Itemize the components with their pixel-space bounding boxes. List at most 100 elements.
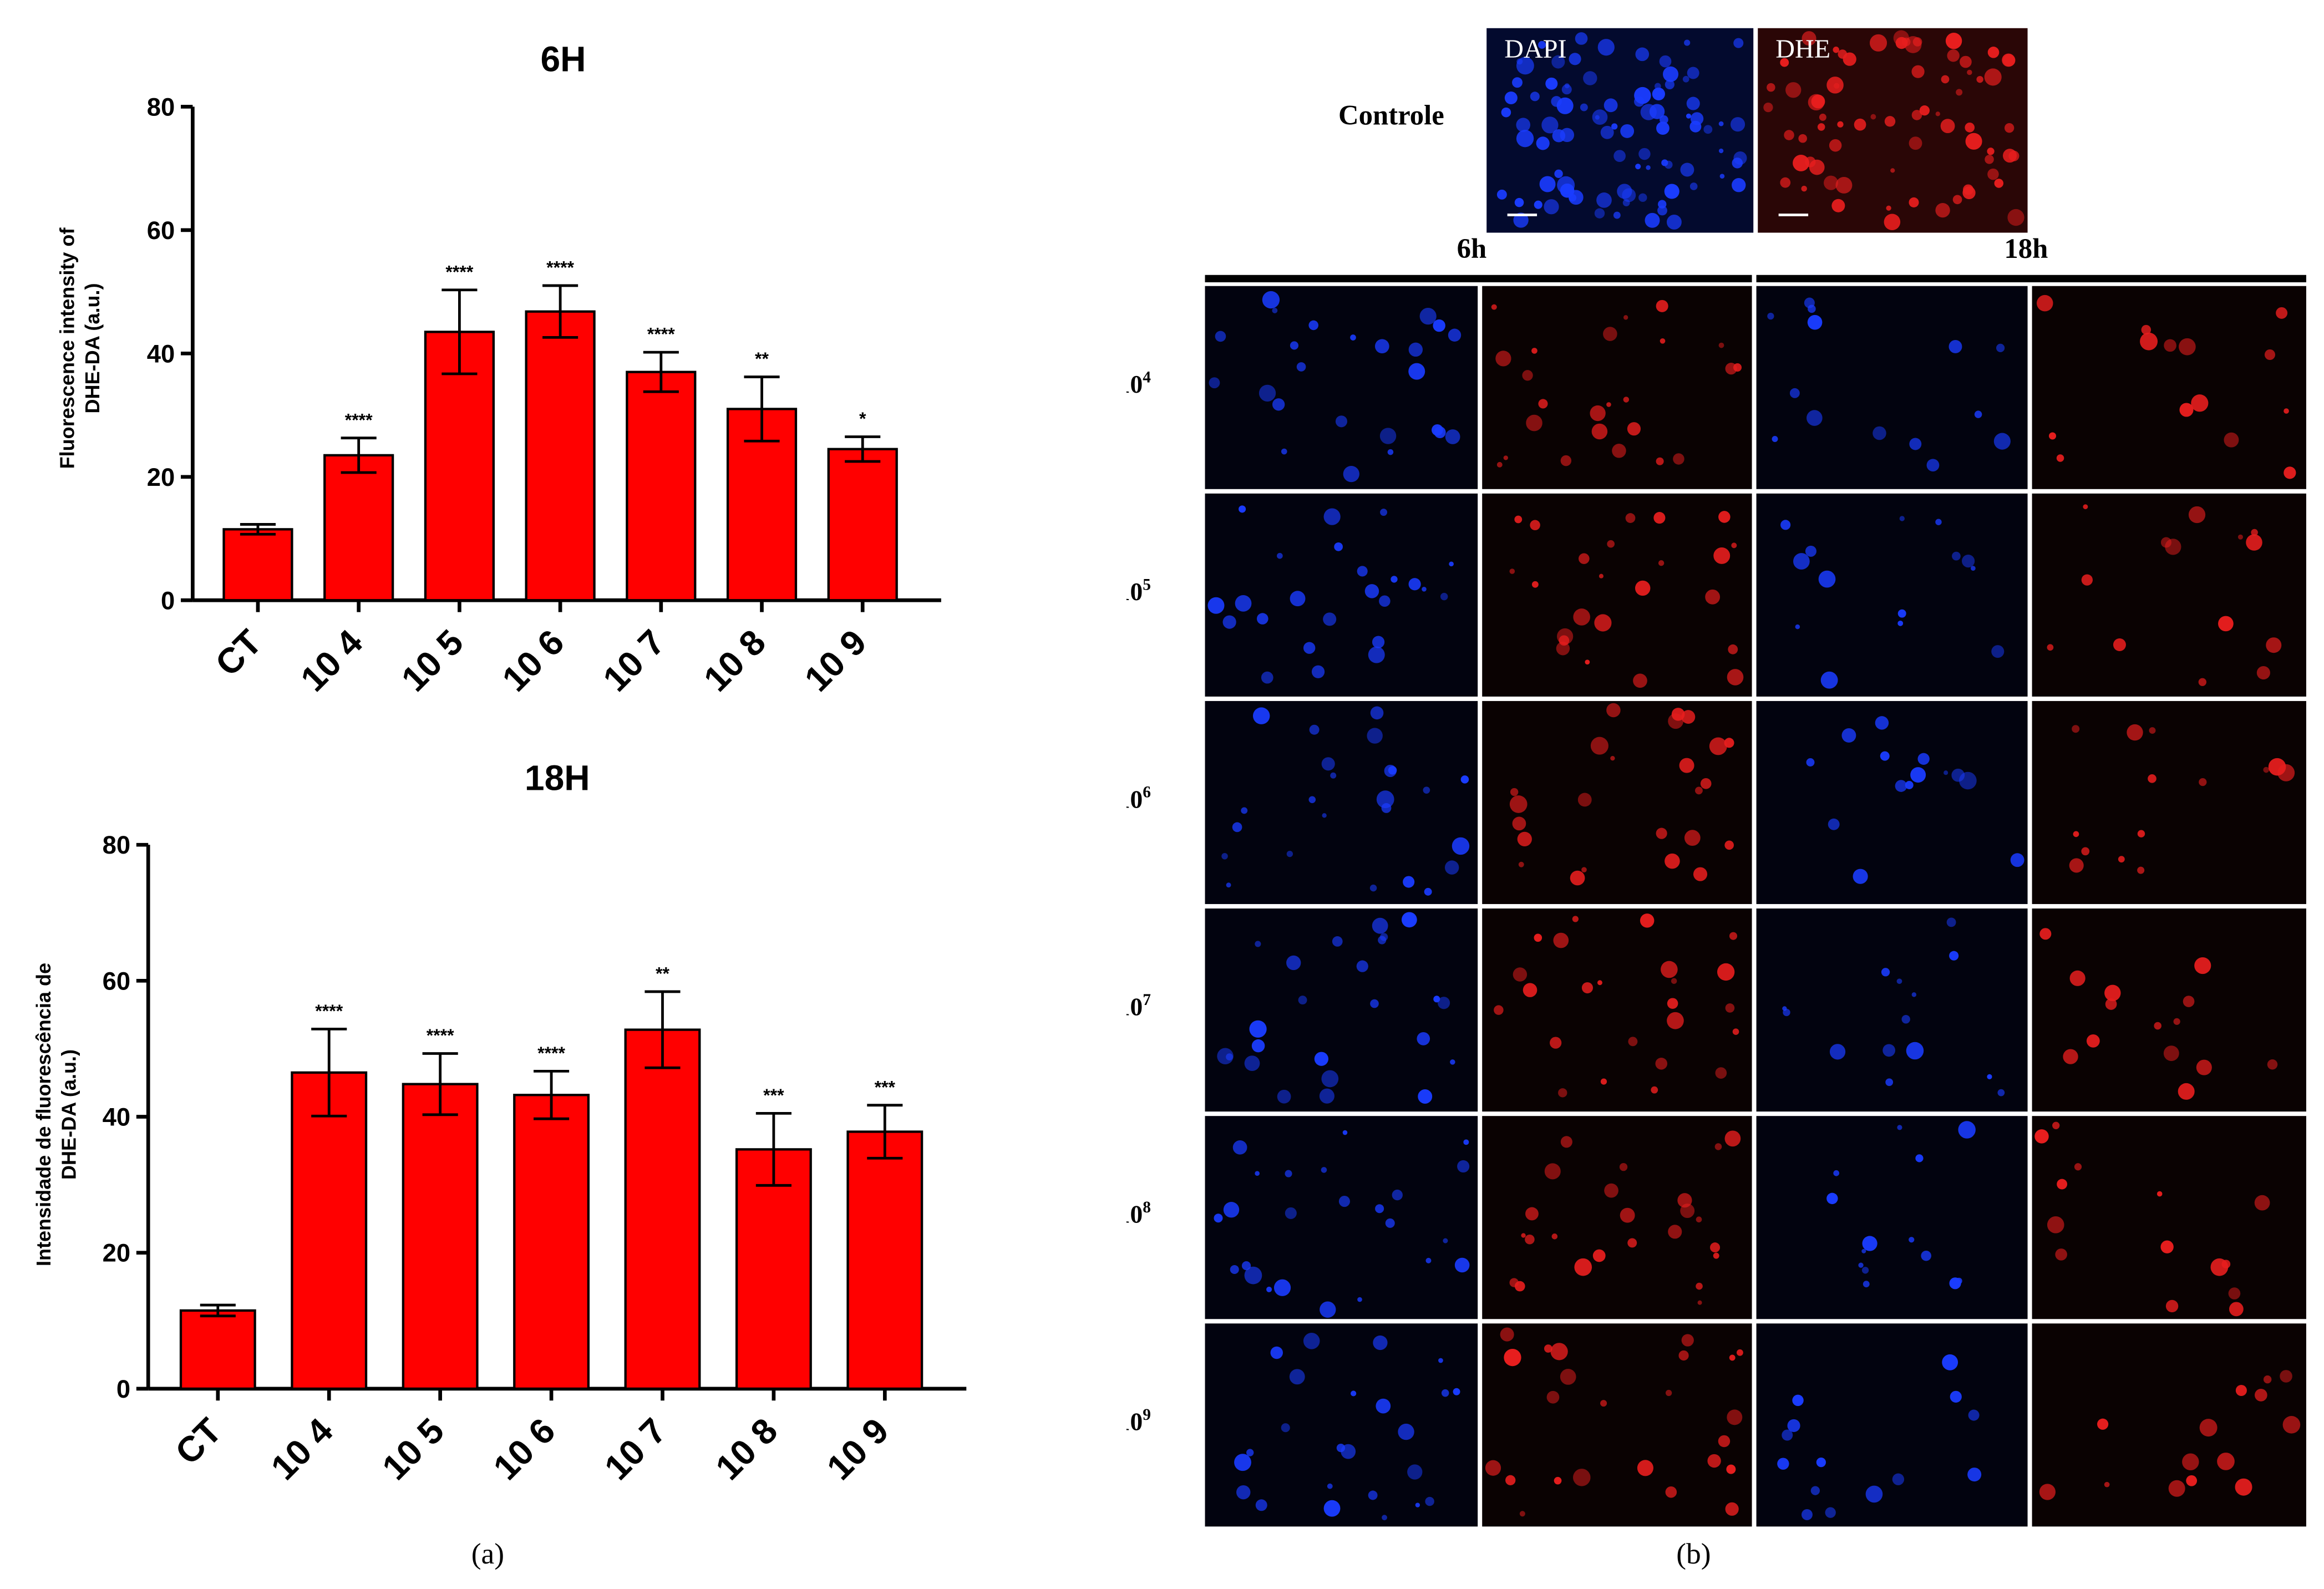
cell — [1619, 1162, 1628, 1171]
cell — [2229, 1302, 2244, 1317]
significance-label: ** — [755, 349, 769, 369]
cell — [1592, 109, 1608, 125]
cell — [1425, 1257, 1432, 1263]
cell — [2056, 454, 2064, 462]
cell — [1863, 1281, 1870, 1288]
cell — [1713, 1252, 1719, 1259]
cell — [1597, 980, 1602, 986]
cell — [1323, 612, 1337, 626]
cell — [1554, 1476, 1562, 1485]
y-tick-label: 0 — [161, 586, 175, 615]
cell — [2268, 758, 2286, 776]
cell — [1244, 1266, 1262, 1285]
micrograph-background — [1756, 700, 2028, 905]
cell — [1526, 414, 1542, 431]
cell — [1895, 780, 1907, 792]
cell — [1968, 1409, 1980, 1421]
cell — [2104, 984, 2121, 1002]
cell — [2164, 339, 2176, 352]
cell — [1384, 764, 1397, 778]
cell — [1952, 551, 1961, 561]
concentration-base: 10 — [1127, 1201, 1143, 1228]
x-tick-label: 10 4 — [293, 622, 370, 699]
cell — [1408, 578, 1421, 591]
cell — [1780, 58, 1789, 67]
cell — [1546, 1390, 1560, 1404]
cell — [1270, 1346, 1283, 1359]
cell — [1504, 1348, 1521, 1367]
cell — [1334, 542, 1343, 551]
significance-label: **** — [546, 258, 574, 278]
cell — [1448, 328, 1462, 342]
cell — [2254, 1195, 2270, 1211]
cell — [1659, 55, 1672, 68]
cell — [1372, 636, 1385, 648]
cell — [1991, 645, 2005, 658]
cell — [1665, 79, 1675, 89]
bar — [179, 1309, 256, 1390]
cell — [1824, 175, 1839, 190]
cell — [1433, 319, 1445, 332]
cell — [2163, 1045, 2179, 1062]
cell — [1729, 1354, 1736, 1361]
cell — [1905, 781, 1914, 789]
cell — [1949, 1277, 1961, 1290]
micrograph-dapi-18h-row-1 — [1756, 286, 2028, 489]
cell — [1255, 1171, 1260, 1176]
concentration-label: 104 — [1127, 368, 1151, 398]
cell — [1572, 916, 1579, 922]
cell — [2081, 847, 2090, 856]
microscopy-panel: DAPIDHEControle6h18h104105106107108109 — [1127, 28, 2306, 1527]
cell — [1539, 176, 1556, 192]
cell — [1695, 786, 1703, 795]
micrograph-background — [2032, 286, 2306, 489]
cell — [1881, 968, 1890, 977]
bar — [291, 1071, 368, 1390]
cell — [1909, 438, 1922, 450]
cell — [1286, 851, 1293, 857]
significance-label: *** — [763, 1085, 784, 1105]
micrograph-background — [1482, 286, 1752, 489]
cell — [1581, 867, 1587, 872]
cell — [1843, 52, 1856, 66]
cell — [1985, 155, 1994, 164]
cell — [1789, 388, 1800, 398]
cell — [2105, 998, 2117, 1010]
cell — [1457, 1160, 1470, 1173]
cell — [1967, 1468, 1982, 1482]
cell — [1638, 148, 1651, 160]
cell — [1408, 363, 1425, 380]
significance-label: **** — [427, 1026, 454, 1045]
cell — [1600, 125, 1614, 139]
cell — [1805, 545, 1816, 557]
micrograph-dhe-18h-row-3 — [2032, 700, 2306, 905]
cell — [1232, 1140, 1247, 1155]
cell — [1379, 595, 1391, 607]
cell — [1909, 197, 1919, 207]
cell — [1251, 1039, 1265, 1053]
cell — [1635, 47, 1650, 62]
cell — [2113, 638, 2126, 652]
cell — [1523, 983, 1538, 997]
cell — [1600, 1400, 1607, 1407]
cell — [1575, 32, 1588, 45]
cell — [1664, 160, 1673, 169]
cell — [1321, 757, 1335, 771]
cell — [1909, 1237, 1915, 1243]
cell — [1858, 1262, 1864, 1268]
cell — [2251, 529, 2258, 536]
micrograph-dapi-6h-row-2 — [1205, 493, 1478, 697]
cell — [1591, 423, 1608, 440]
cell — [1415, 1502, 1420, 1507]
cell — [1221, 852, 1228, 860]
cell — [1646, 165, 1651, 170]
cell — [1545, 77, 1558, 90]
cell — [2196, 1059, 2212, 1075]
cell — [1525, 1207, 1539, 1221]
cell — [1308, 320, 1318, 331]
cell — [1560, 455, 1572, 466]
cell — [1454, 1257, 1470, 1273]
cell — [2224, 432, 2239, 448]
cell — [1810, 1486, 1820, 1495]
cell — [1664, 184, 1679, 199]
